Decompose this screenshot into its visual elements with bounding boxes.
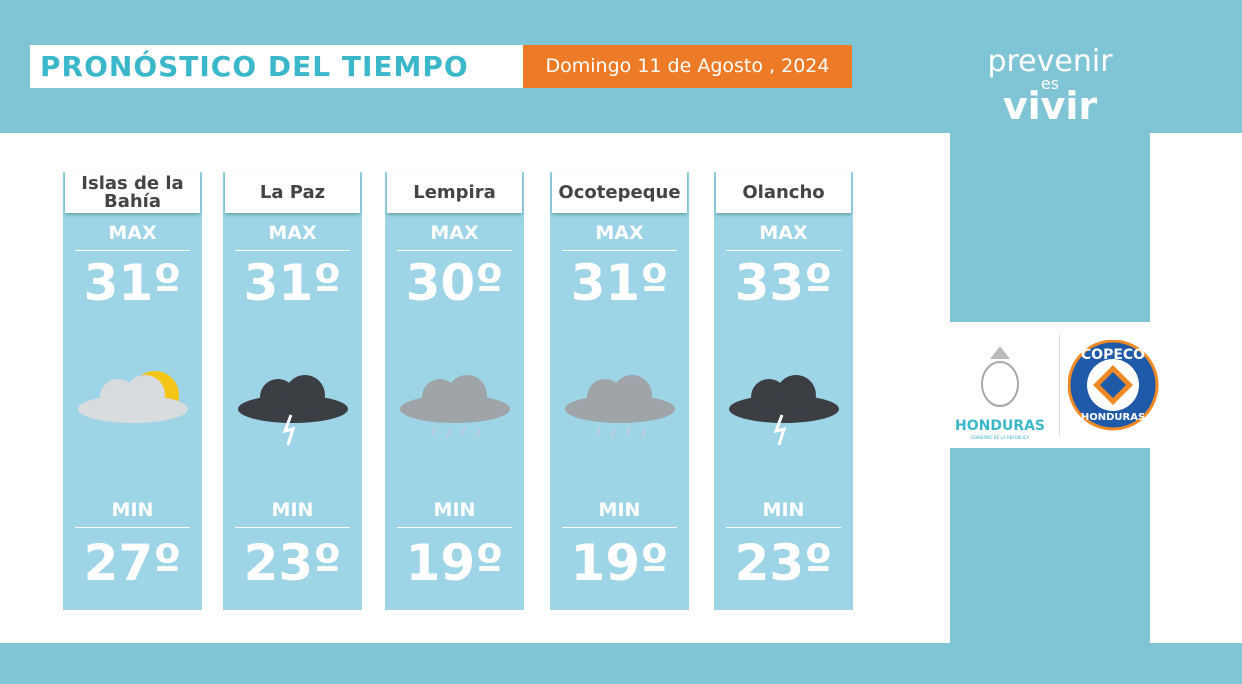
card: La Paz MAX 31º MIN 23º bbox=[223, 172, 362, 610]
weather-icon bbox=[233, 367, 353, 452]
card-name: Ocotepeque bbox=[552, 172, 687, 213]
honduras-sub: GOBIERNO DE LA REPÚBLICA bbox=[970, 435, 1030, 440]
copeco-sub: HONDURAS bbox=[1081, 412, 1145, 423]
brand-line: prevenir bbox=[987, 44, 1113, 79]
icon-graphic bbox=[565, 375, 675, 438]
min-label: MIN bbox=[762, 499, 805, 521]
card-name: Islas de la Bahía bbox=[65, 172, 200, 213]
date: Domingo 11 de Agosto , 2024 bbox=[523, 45, 852, 88]
icon-graphic bbox=[400, 375, 510, 438]
weather-icon bbox=[395, 367, 515, 452]
honduras-logo: HONDURAS bbox=[954, 418, 1046, 434]
icon-graphic bbox=[238, 375, 348, 446]
rule bbox=[726, 250, 841, 251]
title: PRONÓSTICO DEL TIEMPO bbox=[30, 45, 523, 88]
min-temp: 19º bbox=[405, 534, 504, 592]
card: Islas de la Bahía MAX 31º MIN 27º bbox=[63, 172, 202, 610]
max-label: MAX bbox=[595, 222, 644, 244]
min-label: MIN bbox=[111, 499, 154, 521]
icon-graphic bbox=[78, 371, 188, 423]
icon-graphic bbox=[729, 375, 839, 446]
min-temp: 27º bbox=[83, 534, 182, 592]
brand-line: vivir bbox=[1002, 84, 1098, 128]
min-temp: 19º bbox=[570, 534, 669, 592]
card-name: La Paz bbox=[225, 172, 360, 213]
rule bbox=[75, 527, 190, 528]
rule bbox=[562, 527, 677, 528]
rule bbox=[562, 250, 677, 251]
card-name: Lempira bbox=[387, 172, 522, 213]
max-label: MAX bbox=[759, 222, 808, 244]
max-label: MAX bbox=[268, 222, 317, 244]
copeco-logo: COPECO HONDURAS bbox=[1068, 340, 1159, 431]
divider bbox=[1059, 334, 1060, 436]
card: Ocotepeque MAX 31º MIN 19º bbox=[550, 172, 689, 610]
min-temp: 23º bbox=[734, 534, 833, 592]
rule bbox=[235, 250, 350, 251]
card: Olancho MAX 33º MIN 23º bbox=[714, 172, 853, 610]
brand-line: es bbox=[1040, 74, 1060, 93]
card: Lempira MAX 30º MIN 19º bbox=[385, 172, 524, 610]
min-temp: 23º bbox=[243, 534, 342, 592]
max-temp: 31º bbox=[83, 254, 182, 312]
weather-icon bbox=[560, 367, 680, 452]
card-name: Olancho bbox=[716, 172, 851, 213]
max-temp: 30º bbox=[405, 254, 504, 312]
max-label: MAX bbox=[108, 222, 157, 244]
rule bbox=[75, 250, 190, 251]
rule bbox=[397, 527, 512, 528]
panel-strip bbox=[1150, 133, 1242, 643]
rule bbox=[726, 527, 841, 528]
logo-box: HONDURAS GOBIERNO DE LA REPÚBLICA COPECO… bbox=[950, 322, 1159, 448]
copeco-text: COPECO bbox=[1081, 347, 1145, 363]
min-label: MIN bbox=[598, 499, 641, 521]
rule bbox=[397, 250, 512, 251]
weather-icon bbox=[73, 367, 193, 452]
rule bbox=[235, 527, 350, 528]
max-temp: 31º bbox=[570, 254, 669, 312]
min-label: MIN bbox=[271, 499, 314, 521]
max-temp: 31º bbox=[243, 254, 342, 312]
max-temp: 33º bbox=[734, 254, 833, 312]
min-label: MIN bbox=[433, 499, 476, 521]
emblem bbox=[981, 346, 1019, 407]
weather-icon bbox=[724, 367, 844, 452]
max-label: MAX bbox=[430, 222, 479, 244]
